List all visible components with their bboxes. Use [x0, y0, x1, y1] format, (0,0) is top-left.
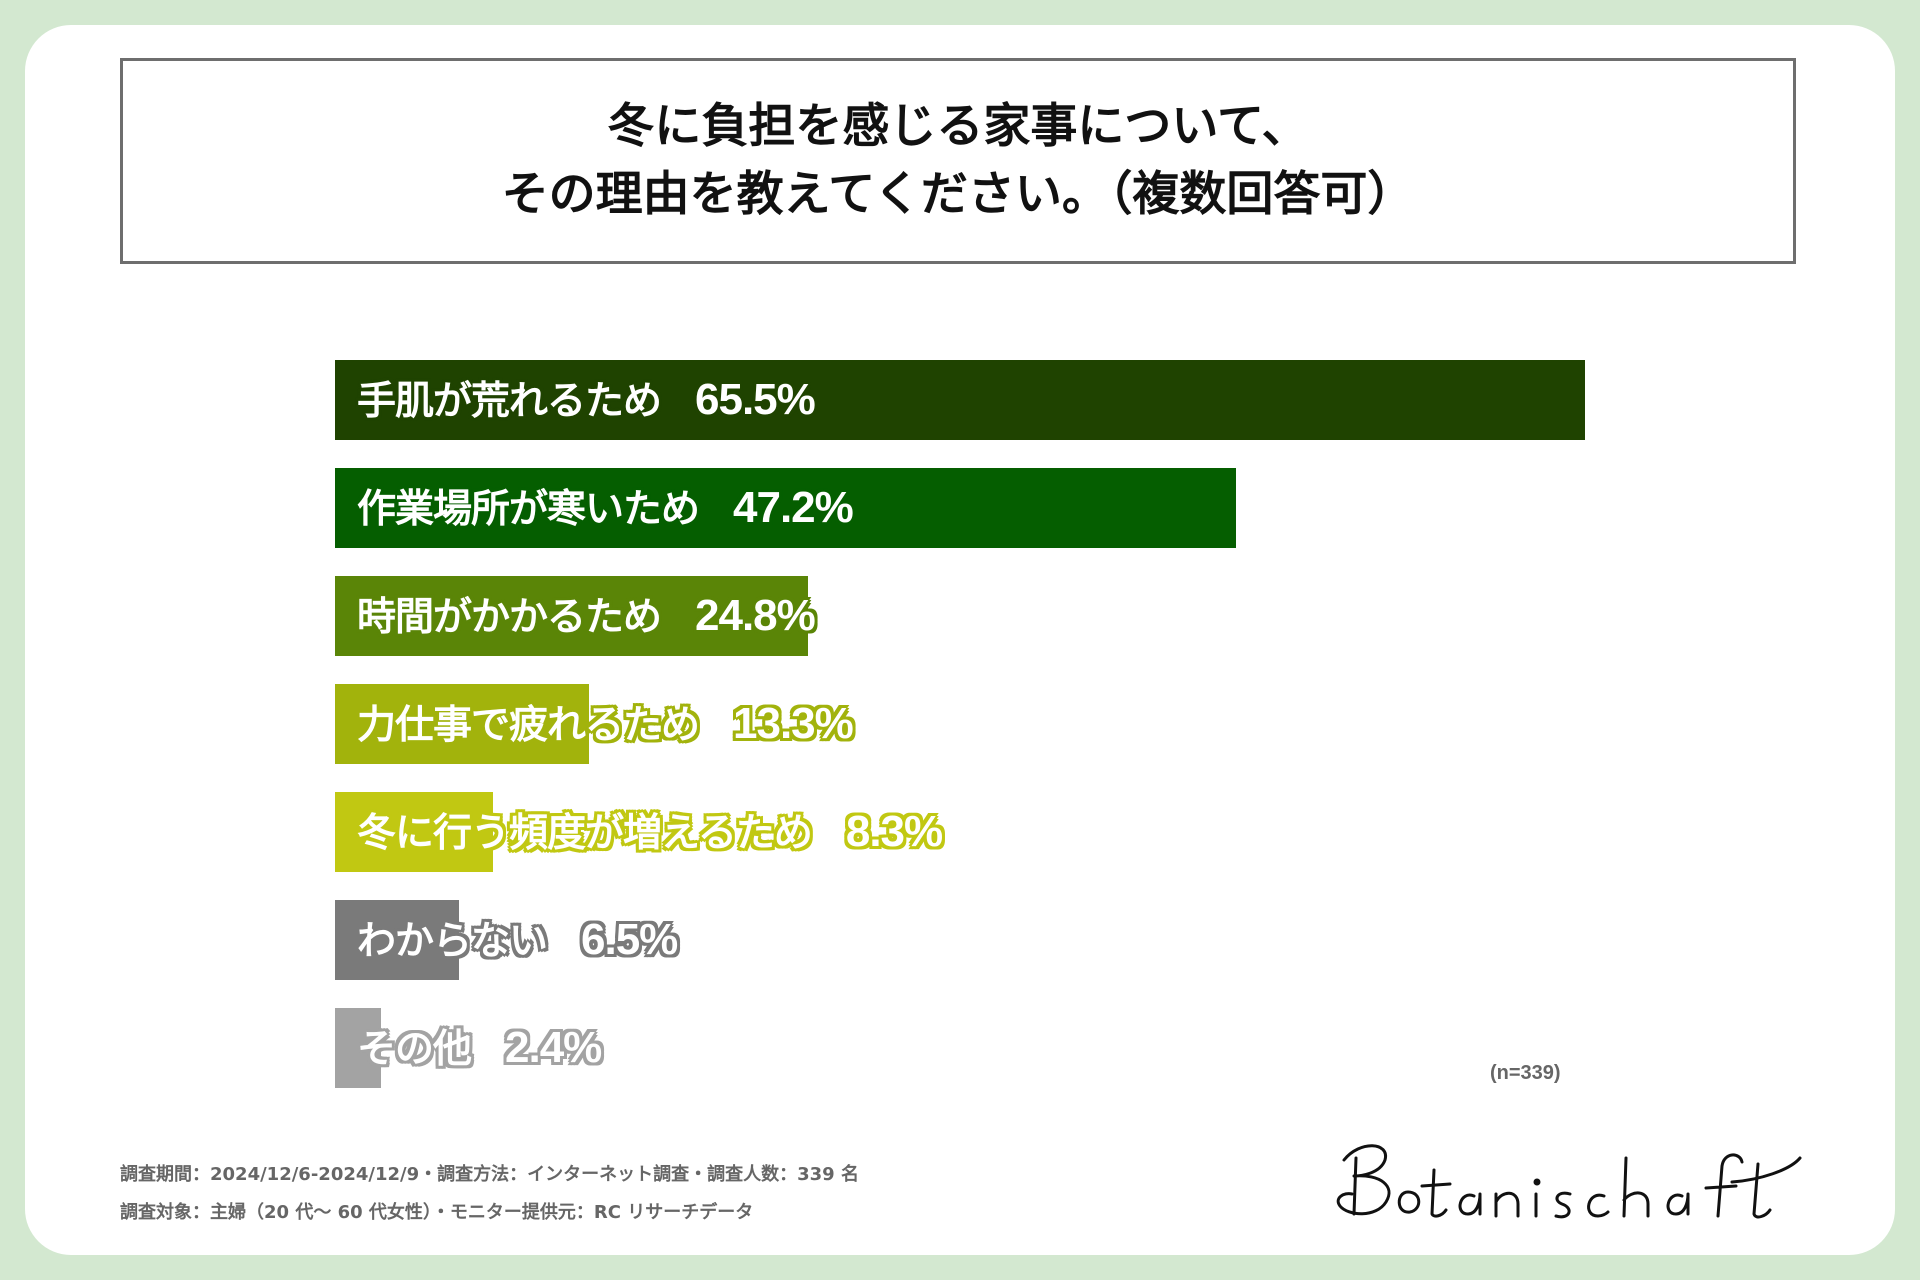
bar-3 [335, 684, 589, 764]
sample-size-note: (n=339) [1490, 1062, 1561, 1084]
value-label: 65.5% [695, 375, 816, 424]
category-label: 手肌が荒れるため [357, 379, 662, 424]
value-label: 47.2% [733, 483, 854, 532]
value-label: 24.8% [695, 591, 816, 640]
bar-label-6: その他 2.4% [357, 1008, 602, 1088]
bar-label-5: わからない 6.5% [357, 900, 678, 980]
bar-chart: 手肌が荒れるため 65.5% 作業場所が寒いため 47.2% 時間がかかるため 24.8%… [335, 360, 1635, 1100]
category-label: 冬に行う頻度が増えるため [357, 811, 813, 856]
bar-label-0: 手肌が荒れるため 65.5% [357, 360, 816, 440]
bar-2 [335, 576, 809, 656]
bar-6 [335, 1008, 381, 1088]
category-label: 時間がかかるため [357, 595, 662, 640]
bar-label-1: 作業場所が寒いため 47.2% [357, 468, 854, 548]
value-label: 6.5% [581, 915, 678, 964]
bar-1 [335, 468, 1236, 548]
title-box: 冬に負担を感じる家事について、 その理由を教えてください。（複数回答可） [120, 58, 1796, 264]
bar-label-3: 力仕事で疲れるため 13.3% [357, 684, 854, 764]
footnote-survey-target: 調査対象：主婦（20 代～ 60 代女性）・モニター提供元：RC リサーチデータ [120, 1202, 754, 1223]
bar-label-2: 時間がかかるため 24.8% [357, 576, 816, 656]
bar-4 [335, 792, 494, 872]
value-label: 2.4% [505, 1023, 602, 1072]
bar-0 [335, 360, 1585, 440]
chart-title-line-2: その理由を教えてください。（複数回答可） [501, 167, 1415, 222]
category-label: わからない [357, 919, 548, 964]
bar-label-4: 冬に行う頻度が増えるため 8.3% [357, 792, 943, 872]
category-label: 力仕事で疲れるため [357, 703, 700, 748]
value-label: 8.3% [845, 807, 943, 856]
bar-5 [335, 900, 460, 980]
footnote-survey-method: 調査期間：2024/12/6-2024/12/9・調査方法：インターネット調査・… [120, 1164, 859, 1185]
category-label: 作業場所が寒いため [357, 487, 700, 532]
botanischaft-logo-icon [1336, 1144, 1802, 1219]
value-label: 13.3% [733, 699, 854, 748]
category-label: その他 [357, 1027, 472, 1072]
chart-title-line-1: 冬に負担を感じる家事について、 [607, 99, 1309, 154]
